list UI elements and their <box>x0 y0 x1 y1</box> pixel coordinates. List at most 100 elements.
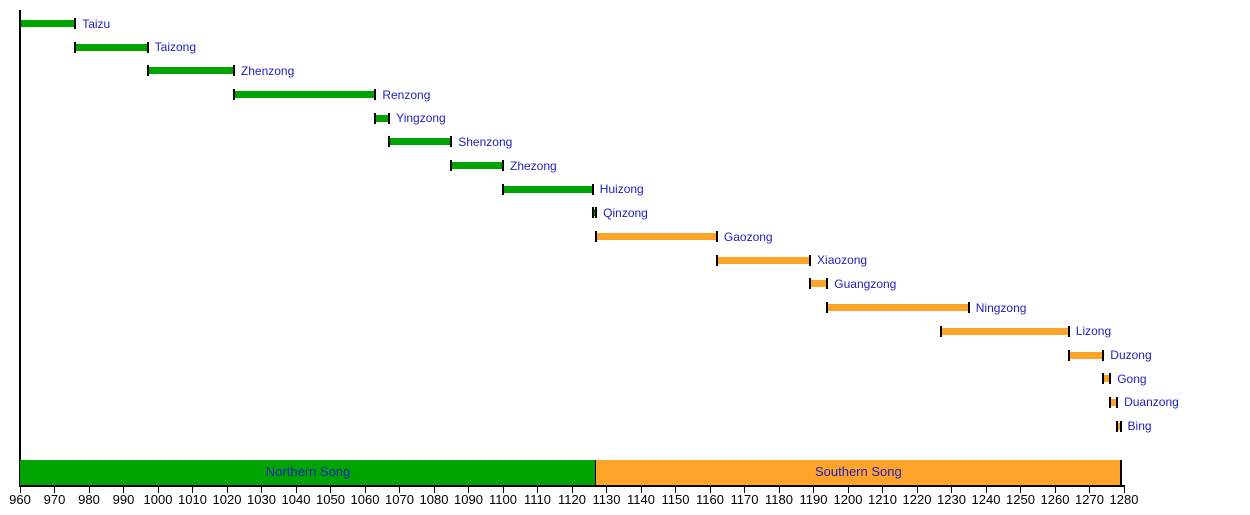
bar-start-cap <box>826 302 829 314</box>
axis-tick-label: 1140 <box>627 492 655 507</box>
axis-tick <box>813 487 814 493</box>
bar-start-cap <box>74 41 77 53</box>
axis-tick <box>54 487 55 493</box>
axis-tick <box>778 487 780 493</box>
emperor-reign-bar <box>1117 422 1121 430</box>
axis-tick-label: 1130 <box>592 492 621 507</box>
axis-tick <box>1089 487 1090 493</box>
axis-tick-label: 1000 <box>143 492 173 507</box>
bar-end-cap <box>374 89 377 101</box>
axis-tick-label: 1170 <box>730 492 759 507</box>
x-axis-line <box>19 485 1125 487</box>
axis-tick <box>847 487 849 493</box>
emperor-reign-bar <box>20 20 76 27</box>
axis-tick <box>1054 487 1056 493</box>
emperor-label: Taizu <box>82 16 111 31</box>
axis-tick <box>675 487 676 493</box>
bar-start-cap <box>374 112 377 124</box>
emperor-reign-bar <box>389 138 452 146</box>
axis-tick-label: 1240 <box>971 492 1001 507</box>
axis-tick-label: 1060 <box>350 492 380 507</box>
bar-start-cap <box>591 207 594 219</box>
bar-start-cap <box>940 325 943 337</box>
bar-start-cap <box>388 136 391 148</box>
bar-end-cap <box>809 254 812 266</box>
axis-tick-label: 1100 <box>489 492 517 507</box>
axis-tick-label: 1090 <box>454 492 483 507</box>
bar-start-cap <box>1109 396 1112 408</box>
axis-tick-label: 1150 <box>661 492 690 507</box>
axis-tick <box>19 487 21 493</box>
axis-tick <box>261 487 262 493</box>
emperor-label: Guangzong <box>834 276 897 291</box>
emperor-reign-bar <box>1110 398 1118 406</box>
axis-tick-label: 1020 <box>212 492 242 507</box>
axis-tick-label: 1010 <box>178 492 207 507</box>
emperor-label: Bing <box>1127 419 1152 434</box>
emperor-reign-bar <box>233 91 376 99</box>
period-boundary-line <box>1119 460 1122 485</box>
axis-tick-label: 1070 <box>385 492 414 507</box>
bar-start-cap <box>450 160 453 172</box>
bar-end-cap <box>1109 373 1112 385</box>
emperor-label: Xiaozong <box>817 253 868 268</box>
axis-tick-label: 970 <box>43 492 66 507</box>
emperor-reign-bar <box>810 280 828 288</box>
axis-tick <box>951 487 952 493</box>
axis-tick-label: 1080 <box>419 492 449 507</box>
emperor-label: Gong <box>1117 371 1147 386</box>
axis-tick-label: 1200 <box>833 492 863 507</box>
bar-start-cap <box>1102 373 1105 385</box>
bar-start-cap <box>19 18 21 29</box>
axis-tick <box>433 487 435 493</box>
axis-tick-label: 1230 <box>937 492 966 507</box>
bar-start-cap <box>502 183 504 195</box>
axis-tick-label: 1220 <box>902 492 932 507</box>
period-bar <box>20 460 597 485</box>
emperor-reign-bar <box>375 114 390 122</box>
bar-end-cap <box>74 18 77 29</box>
emperor-reign-bar <box>941 327 1069 335</box>
axis-tick-label: 1030 <box>247 492 276 507</box>
bar-end-cap <box>1116 396 1119 408</box>
axis-tick <box>606 487 607 493</box>
axis-tick-label: 1120 <box>558 492 586 507</box>
axis-tick <box>537 487 538 493</box>
axis-tick <box>1123 487 1125 493</box>
period-label: Southern Song <box>814 464 902 479</box>
emperor-reign-bar <box>1068 351 1104 359</box>
emperor-reign-bar <box>451 162 503 170</box>
y-axis-line <box>19 10 21 487</box>
bar-end-cap <box>146 41 149 53</box>
emperor-label: Lizong <box>1075 324 1112 339</box>
emperor-label: Renzong <box>382 87 431 102</box>
emperor-label: Gaozong <box>723 229 773 244</box>
emperor-label: Ningzong <box>975 300 1027 315</box>
emperor-reign-bar <box>592 209 597 217</box>
emperor-reign-bar <box>147 67 234 75</box>
bar-end-cap <box>502 160 504 172</box>
axis-tick-label: 1180 <box>765 492 793 507</box>
bar-start-cap <box>146 65 149 77</box>
emperor-label: Shenzong <box>458 134 513 149</box>
axis-tick <box>744 487 745 493</box>
emperor-reign-bar <box>503 185 593 193</box>
axis-tick <box>985 487 987 493</box>
period-label: Northern Song <box>265 464 351 479</box>
bar-end-cap <box>967 302 970 314</box>
axis-tick <box>157 487 159 493</box>
axis-tick <box>882 487 883 493</box>
axis-tick <box>640 487 642 493</box>
bar-end-cap <box>450 136 453 148</box>
bar-end-cap <box>232 65 235 77</box>
emperor-label: Huizong <box>599 182 644 197</box>
emperor-reign-bar <box>1103 375 1111 383</box>
axis-tick <box>330 487 331 493</box>
axis-tick <box>916 487 918 493</box>
emperor-reign-bar <box>596 233 717 241</box>
bar-start-cap <box>232 89 235 101</box>
bar-end-cap <box>826 278 829 290</box>
bar-start-cap <box>715 254 718 266</box>
axis-tick <box>192 487 193 493</box>
